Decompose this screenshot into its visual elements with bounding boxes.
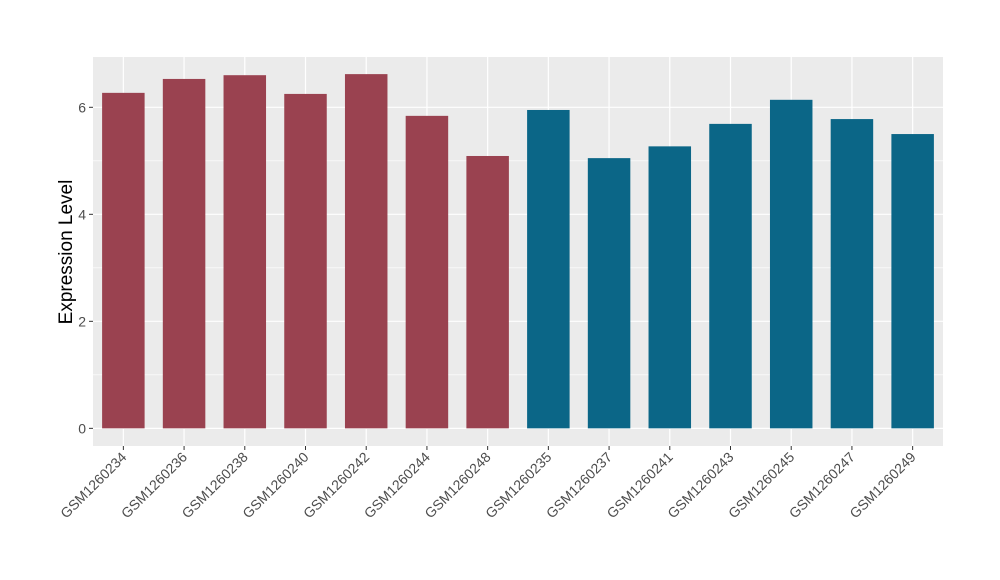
y-tick-label: 2 — [78, 313, 86, 329]
y-axis: 0 2 4 6 — [78, 99, 93, 436]
bar-GSM1260237 — [587, 158, 631, 429]
bar-GSM1260238 — [223, 75, 267, 429]
x-axis: GSM1260234GSM1260236GSM1260238GSM1260240… — [57, 446, 919, 521]
bar-GSM1260235 — [527, 109, 570, 429]
bar-GSM1260236 — [162, 78, 206, 429]
bar-GSM1260241 — [648, 146, 692, 429]
y-axis-label: Expression Level — [56, 180, 77, 325]
y-tick-label: 4 — [78, 206, 86, 222]
bar-GSM1260244 — [405, 115, 449, 429]
bar-GSM1260243 — [709, 123, 752, 429]
bar-GSM1260242 — [344, 74, 388, 429]
bar-GSM1260245 — [769, 99, 813, 429]
y-tick-label: 0 — [78, 420, 86, 436]
bar-GSM1260240 — [284, 93, 327, 429]
bar-GSM1260248 — [466, 155, 509, 429]
plot-panel — [93, 57, 943, 446]
bars — [102, 74, 934, 429]
bar-GSM1260249 — [891, 134, 934, 429]
bar-GSM1260234 — [102, 92, 145, 429]
bar-GSM1260247 — [830, 119, 874, 429]
y-tick-label: 6 — [78, 99, 86, 115]
